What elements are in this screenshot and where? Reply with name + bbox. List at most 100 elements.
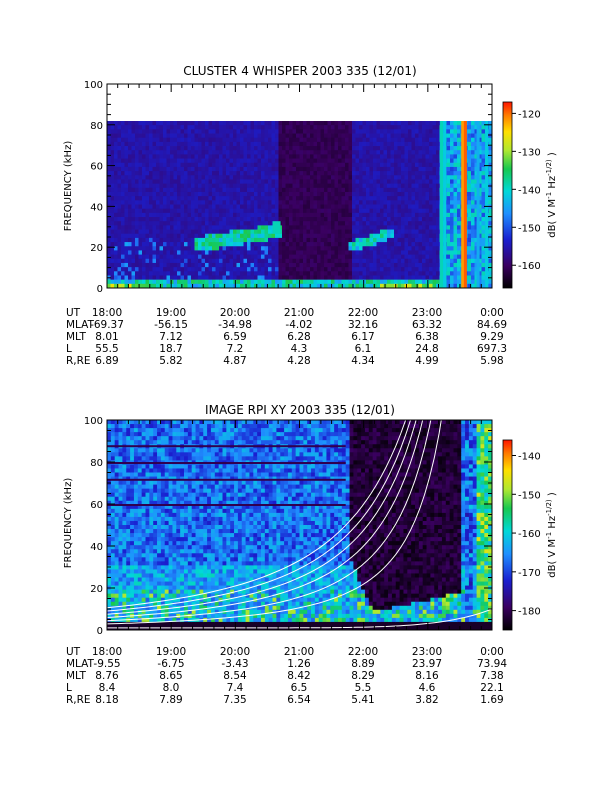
p1-cell <box>482 255 486 260</box>
p2-cell <box>134 489 138 493</box>
p1-cell <box>398 159 402 164</box>
p1-cell <box>195 129 199 134</box>
p1-cell <box>209 242 213 247</box>
p1-cell <box>195 121 199 126</box>
p1-cell <box>135 175 139 180</box>
p1-cell <box>422 205 426 210</box>
p1-cell <box>387 175 391 180</box>
p1-cell <box>251 213 255 218</box>
p1-cell <box>163 213 167 218</box>
p1-cell <box>209 213 213 218</box>
p1-cell <box>289 259 293 264</box>
p1-cell <box>247 221 251 226</box>
p1-cell <box>391 209 395 214</box>
p1-cell <box>373 246 377 251</box>
p1-cell <box>363 217 367 222</box>
p1-cell <box>331 221 335 226</box>
p1-cell <box>198 225 202 230</box>
p1-cell <box>240 205 244 210</box>
p1-cell <box>468 179 472 184</box>
p1-cell <box>380 242 384 247</box>
p1-cell <box>121 267 125 272</box>
p1-cell <box>198 238 202 243</box>
p1-cell <box>205 146 209 151</box>
p1-cell <box>296 267 300 272</box>
p1-cell <box>240 267 244 272</box>
p1-cell <box>324 205 328 210</box>
p1-cell <box>223 213 227 218</box>
p1-cell <box>181 267 185 272</box>
p1-cell <box>223 209 227 214</box>
p1-cell <box>377 255 381 260</box>
p1-cell <box>170 271 174 276</box>
p1-cell <box>370 121 374 126</box>
p1-cell <box>212 154 216 159</box>
p1-cell <box>454 171 458 176</box>
p2-cell <box>130 578 134 582</box>
p1-cell <box>212 167 216 172</box>
p1-cell <box>471 217 475 222</box>
p1-cell <box>254 209 258 214</box>
p1-cell <box>317 275 321 280</box>
p1-cell <box>373 125 377 130</box>
p1-cell <box>118 154 122 159</box>
p1-cell <box>205 121 209 126</box>
p1-cell <box>394 121 398 126</box>
p1-cell <box>300 134 304 139</box>
p1-cell <box>265 142 269 147</box>
p1-cell <box>279 146 283 151</box>
p1-cell <box>415 238 419 243</box>
p1-cell <box>370 163 374 168</box>
p1-cell <box>433 171 437 176</box>
p1-cell <box>338 125 342 130</box>
p1-cell <box>289 209 293 214</box>
p1-cell <box>132 271 136 276</box>
p1-cell <box>307 175 311 180</box>
p1-cell <box>247 196 251 201</box>
p1-cell <box>230 146 234 151</box>
p1-cell <box>240 209 244 214</box>
p1-cell <box>251 188 255 193</box>
p1-cell <box>132 209 136 214</box>
p1-cell <box>377 150 381 155</box>
p1-cell <box>429 238 433 243</box>
p1-cell <box>135 163 139 168</box>
p1-cell <box>307 121 311 126</box>
p1-cell <box>286 179 290 184</box>
p1-cell <box>118 134 122 139</box>
p2-cell <box>111 565 115 569</box>
p1-cell <box>223 225 227 230</box>
p1-cell <box>482 238 486 243</box>
p1-cell <box>324 267 328 272</box>
p1-cell <box>282 205 286 210</box>
p1-cell <box>279 150 283 155</box>
p1-cell <box>212 225 216 230</box>
p1-cell <box>482 150 486 155</box>
p1-cell <box>387 267 391 272</box>
p1-cell <box>373 213 377 218</box>
p1-cell <box>160 142 164 147</box>
p1-cell <box>401 205 405 210</box>
p1-cell <box>300 246 304 251</box>
p1-cell <box>412 163 416 168</box>
p1-cell <box>321 275 325 280</box>
p1-cell <box>125 263 129 268</box>
p1-cell <box>394 230 398 235</box>
p1-cell <box>331 150 335 155</box>
p1-cell <box>391 200 395 205</box>
p1-cell <box>377 217 381 222</box>
p1-cell <box>356 171 360 176</box>
p1-cell <box>149 192 153 197</box>
p1-cell <box>405 259 409 264</box>
p1-cell <box>408 134 412 139</box>
p1-cell <box>352 154 356 159</box>
p1-cell <box>268 154 272 159</box>
p1-cell <box>293 150 297 155</box>
p1-cell <box>184 154 188 159</box>
p1-cell <box>146 205 150 210</box>
p1-cell <box>296 209 300 214</box>
p1-cell <box>380 171 384 176</box>
p1-cell <box>128 163 132 168</box>
p1-cell <box>359 221 363 226</box>
p2-cell <box>122 448 126 452</box>
